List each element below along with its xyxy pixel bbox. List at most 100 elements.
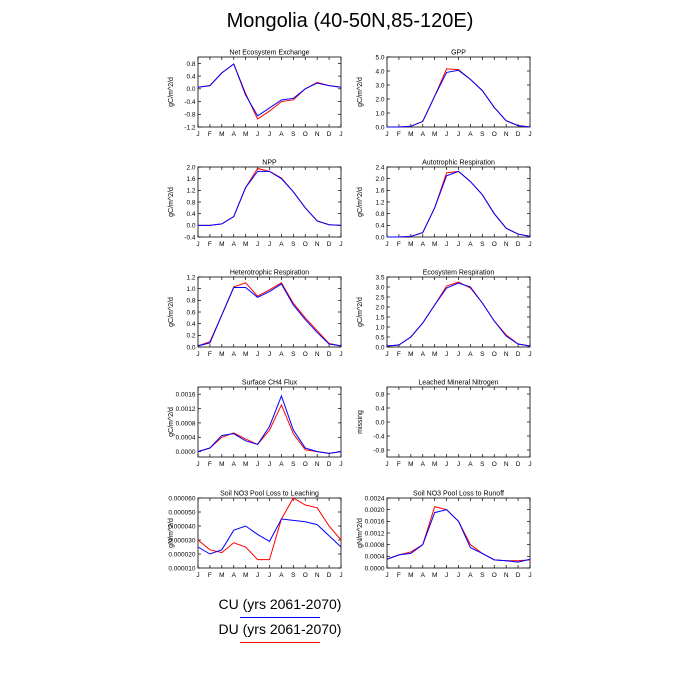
series-line-cu — [198, 170, 342, 226]
y-tick-label: 3.5 — [375, 274, 384, 281]
x-tick-label: A — [232, 241, 237, 248]
y-tick-label: 0.0 — [375, 344, 384, 351]
x-tick-label: J — [268, 351, 271, 358]
chart-soil-no3-pool-loss-to-runoff: Soil NO3 Pool Loss to RunoffgN/m^2/d0.00… — [357, 491, 532, 580]
y-tick-label: 3.0 — [375, 284, 384, 291]
x-tick-label: A — [468, 572, 473, 579]
plot-frame — [386, 166, 531, 238]
chart-leached-mineral-nitrogen: Leached Mineral Nitrogen missing 0.8 0.4 0.0… — [357, 380, 532, 469]
x-tick-label: D — [516, 351, 521, 358]
series-line-du — [386, 506, 531, 562]
y-tick-label: 0.0020 — [365, 507, 385, 514]
y-axis-label: gC/m^2/d — [357, 77, 364, 107]
x-tick-label: J — [256, 351, 259, 358]
y-tick-label: -0.4 — [184, 99, 196, 106]
x-tick-label: M — [408, 351, 413, 358]
x-tick-label: N — [504, 461, 509, 468]
y-tick-label: 0.0024 — [365, 495, 385, 502]
y-tick-label: 0.8 — [375, 391, 384, 398]
y-tick-label: 2.5 — [375, 294, 384, 301]
plot-frame — [197, 276, 342, 348]
y-tick-label: 0.0 — [375, 124, 384, 131]
x-tick-label: F — [397, 241, 401, 248]
y-tick-label: 1.6 — [375, 188, 384, 195]
plot-frame — [386, 497, 531, 569]
series-line-cu — [197, 518, 342, 555]
x-tick-label: J — [256, 131, 259, 138]
legend-line-du — [240, 642, 320, 643]
x-tick-label: F — [208, 351, 212, 358]
x-tick-label: J — [385, 351, 388, 358]
chart-title: GPP — [451, 50, 466, 57]
chart-title: Soil NO3 Pool Loss to Runoff — [413, 491, 504, 498]
x-tick-label: J — [528, 351, 531, 358]
y-tick-label: 0.000010 — [168, 565, 195, 572]
x-tick-label: O — [492, 461, 497, 468]
y-tick-label: 0.4 — [186, 211, 195, 218]
x-tick-label: J — [385, 241, 388, 248]
y-tick-label: 2.0 — [375, 96, 384, 103]
y-tick-label: 0.0 — [186, 344, 195, 351]
x-tick-label: M — [219, 461, 224, 468]
chart-title: Ecosystem Respiration — [423, 270, 495, 277]
x-tick-label: J — [268, 461, 271, 468]
x-tick-label: J — [196, 461, 199, 468]
plot-frame — [386, 386, 531, 458]
x-tick-label: N — [504, 572, 509, 579]
y-tick-label: 0.4 — [375, 405, 384, 412]
x-tick-label: D — [327, 461, 332, 468]
legend-line-cu — [240, 617, 320, 618]
series-line-du — [197, 63, 342, 120]
series-line-du — [386, 281, 531, 347]
x-tick-label: M — [432, 241, 437, 248]
x-tick-label: O — [303, 131, 308, 138]
y-tick-label: 0.5 — [375, 334, 384, 341]
x-tick-label: J — [445, 572, 448, 579]
chart-title: Soil NO3 Pool Loss to Leaching — [220, 491, 319, 498]
x-tick-label: M — [408, 461, 413, 468]
y-tick-label: 1.0 — [186, 286, 195, 293]
x-tick-label: J — [457, 241, 460, 248]
y-tick-label: 0.8 — [186, 199, 195, 206]
chart-soil-no3-pool-loss-to-leaching: Soil NO3 Pool Loss to LeachinggN/m^2/d0.… — [168, 491, 343, 580]
chart-net-ecosystem-exchange: Net Ecosystem Exchange gC/m^2/d 0.8 0.4 0.0 -… — [168, 50, 343, 139]
x-tick-label: D — [327, 241, 332, 248]
y-axis-label: gC/m^2/d — [357, 297, 364, 327]
y-tick-label: 0.0004 — [176, 435, 196, 442]
series-line-du — [197, 282, 342, 347]
x-tick-label: A — [232, 461, 237, 468]
x-tick-label: D — [327, 351, 332, 358]
series-line-cu — [197, 63, 342, 117]
y-tick-label: 0.000020 — [168, 551, 195, 558]
y-tick-label: 1.0 — [375, 110, 384, 117]
x-tick-label: M — [219, 241, 224, 248]
y-tick-label: -0.4 — [373, 433, 385, 440]
y-tick-label: 0.0008 — [365, 542, 385, 549]
x-tick-label: A — [279, 131, 284, 138]
y-tick-label: 0.2 — [186, 333, 195, 340]
x-tick-label: D — [516, 461, 521, 468]
x-tick-label: D — [327, 131, 332, 138]
y-tick-label: 0.4 — [186, 321, 195, 328]
x-tick-label: N — [315, 241, 320, 248]
y-tick-label: 1.0 — [375, 324, 384, 331]
y-tick-label: 2.0 — [375, 176, 384, 183]
chart-ecosystem-respiration: Ecosystem Respiration gC/m^2/d 3.5 3.0 2.5 2.… — [357, 270, 532, 359]
plot-frame — [197, 56, 342, 128]
x-tick-label: J — [445, 461, 448, 468]
x-tick-label: J — [256, 461, 259, 468]
x-tick-label: J — [457, 572, 460, 579]
y-tick-label: 4.0 — [375, 68, 384, 75]
series-line-cu — [387, 170, 531, 238]
y-tick-label: 0.000040 — [168, 523, 195, 530]
y-tick-label: 0.0012 — [365, 530, 385, 537]
y-tick-label: 0.0004 — [365, 554, 385, 561]
legend-label-cu: CU (yrs 2061-2070) — [218, 596, 342, 612]
plot-frame — [197, 166, 342, 238]
x-tick-label: J — [445, 241, 448, 248]
y-tick-label: 2.0 — [375, 304, 384, 311]
x-tick-label: J — [528, 572, 531, 579]
x-tick-label: M — [219, 131, 224, 138]
legend-label-du: DU (yrs 2061-2070) — [218, 621, 342, 637]
